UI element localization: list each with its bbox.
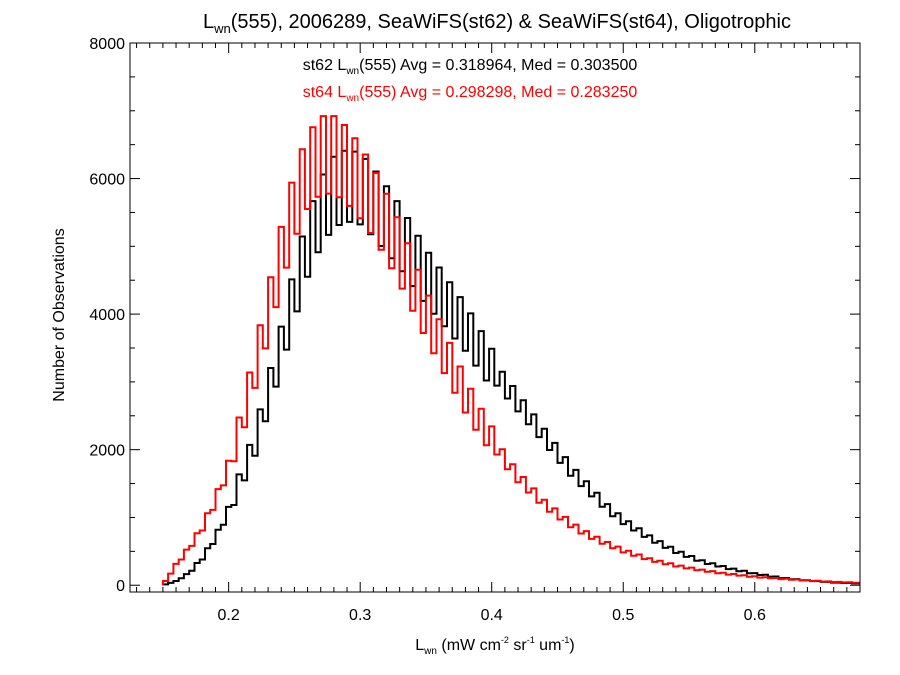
x-axis-label-subscript: wn	[423, 646, 437, 657]
x-axis-label-sup-a: -2	[501, 635, 509, 645]
x-axis-label-unit-b: sr	[509, 637, 527, 654]
chart-title-lead: L	[203, 11, 214, 33]
x-tick-label: 0.3	[349, 607, 371, 624]
x-axis-label: Lwn (mW cm-2 sr-1 um-1)	[415, 635, 575, 657]
legend-entry-st64-subscript: wn	[345, 93, 359, 104]
x-axis-label-unit-c: um	[535, 637, 562, 654]
series-line-st64	[161, 115, 860, 586]
x-axis-label-unit-a: (mW cm	[437, 637, 501, 654]
y-tick-label: 0	[116, 578, 125, 595]
x-axis-label-lead: L	[415, 637, 424, 654]
x-tick-label: 0.6	[744, 607, 766, 624]
x-axis-label-sup-c: -1	[561, 635, 569, 645]
x-axis-label-sup-b: -1	[527, 635, 535, 645]
legend-entry-st64-rest: (555) Avg = 0.298298, Med = 0.283250	[359, 84, 637, 101]
y-tick-label: 8000	[89, 36, 125, 53]
y-tick-label: 6000	[89, 172, 125, 189]
legend-entry-st62-prefix: st62 L	[303, 57, 347, 74]
legend-entry-st62-subscript: wn	[345, 66, 359, 77]
chart-title: Lwn(555), 2006289, SeaWiFS(st62) & SeaWi…	[203, 11, 791, 36]
x-tick-label: 0.5	[612, 607, 634, 624]
y-tick-label: 4000	[89, 307, 125, 324]
y-axis-label: Number of Observations	[51, 228, 68, 401]
legend-entry-st62-rest: (555) Avg = 0.318964, Med = 0.303500	[359, 57, 637, 74]
x-tick-label: 0.4	[481, 607, 503, 624]
plot-frame	[129, 42, 861, 593]
legend-entry-st64: st64 Lwn(555) Avg = 0.298298, Med = 0.28…	[303, 84, 638, 104]
y-tick-label: 2000	[89, 443, 125, 460]
legend-entry-st64-prefix: st64 L	[303, 84, 347, 101]
series-line-st62	[161, 149, 860, 586]
x-tick-label: 0.2	[218, 607, 240, 624]
legend-entry-st62: st62 Lwn(555) Avg = 0.318964, Med = 0.30…	[303, 57, 638, 77]
chart-title-subscript: wn	[213, 21, 231, 36]
chart-title-rest: (555), 2006289, SeaWiFS(st62) & SeaWiFS(…	[231, 11, 791, 33]
plot-series	[161, 115, 860, 586]
x-axis-label-close: )	[569, 637, 574, 654]
axis-ticks: 0.2 0.3 0.4 0.5 0.6 0 2000 4000 6000 8000	[89, 36, 861, 624]
